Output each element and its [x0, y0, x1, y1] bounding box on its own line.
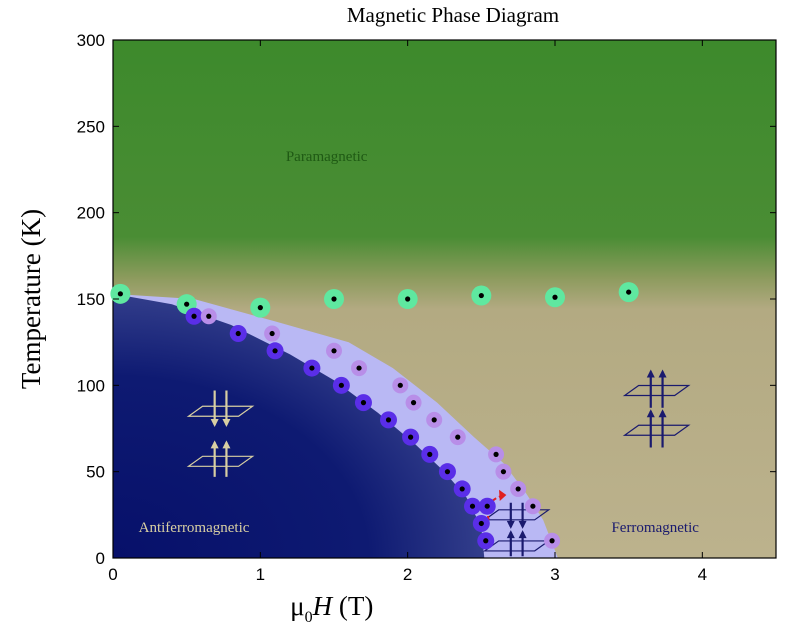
x-tick-label: 0 — [108, 565, 117, 584]
plot-area — [112, 39, 777, 559]
mixed_boundary-point-center — [269, 330, 275, 337]
curie-point-center — [626, 289, 632, 295]
paramagnetic-label: Paramagnetic — [286, 149, 368, 165]
x-tick-label: 3 — [550, 565, 559, 584]
spin-arrowhead-icon — [518, 530, 527, 539]
y-axis-label: Temperature (K) — [16, 209, 46, 389]
afm_boundary-point-center — [338, 382, 344, 388]
afm_boundary-point-center — [427, 451, 433, 457]
afm_boundary-point-center — [191, 313, 197, 319]
y-tick-label: 0 — [96, 549, 105, 568]
antiferromagnetic-label: Antiferromagnetic — [139, 520, 250, 536]
spin-arrowhead-icon — [222, 419, 231, 428]
x-tick-label: 1 — [256, 565, 265, 584]
mixed_boundary-point-center — [356, 365, 362, 371]
x-axis-label-prefix: μ — [290, 591, 304, 621]
curie-point-center — [117, 291, 123, 297]
afm_boundary-point-center — [444, 469, 451, 475]
spin-arrowhead-icon — [210, 440, 219, 449]
y-tick-label: 50 — [86, 463, 105, 482]
spin-plane-icon — [186, 455, 255, 467]
x-axis-label: μ0H (T) — [290, 591, 373, 626]
spin-plane-icon — [186, 405, 255, 417]
axis-ticks: 0 50 100 150 200 250 300 0 1 2 3 4 — [77, 31, 776, 584]
curie-point-center — [331, 296, 337, 302]
spin-arrowhead-icon — [210, 419, 219, 428]
mixed_boundary-point-center — [397, 382, 403, 388]
y-tick-label: 200 — [77, 204, 105, 223]
spin-plane-icon — [622, 424, 691, 436]
y-tick-label: 150 — [77, 290, 105, 309]
ferromagnetic-label: Ferromagnetic — [611, 520, 699, 536]
afm_boundary-point-center — [483, 538, 489, 544]
curie-point-center — [184, 301, 190, 307]
spin-arrowhead-icon — [646, 409, 655, 418]
afm_boundary-point-center — [469, 503, 476, 509]
chart-title: Magnetic Phase Diagram — [347, 3, 559, 27]
mixed_boundary-point-center — [410, 400, 417, 406]
spin-plane-icon — [622, 384, 691, 397]
afm_boundary-point-center — [478, 520, 484, 527]
x-tick-label: 2 — [403, 565, 412, 584]
x-axis-label-unit: (T) — [332, 591, 373, 621]
region-labels: Paramagnetic Antiferromagnetic Ferromagn… — [139, 149, 700, 536]
red-arrowhead-icon — [499, 489, 507, 502]
afm_boundary-point-center — [459, 486, 465, 492]
x-axis-label-subscript: 0 — [305, 609, 313, 626]
afm_boundary-point-center — [235, 330, 241, 337]
afm_boundary-point-center — [309, 365, 315, 371]
x-axis-label-variable: H — [312, 591, 334, 621]
afm_boundary-point-center — [484, 503, 490, 509]
y-tick-label: 100 — [77, 376, 105, 395]
data-points — [110, 282, 639, 550]
mixed_boundary-point-center — [206, 313, 212, 319]
y-tick-label: 250 — [77, 117, 105, 136]
mixed_boundary-point-center — [549, 538, 555, 544]
y-tick-label: 300 — [77, 31, 105, 50]
mixed_boundary-point-center — [431, 417, 437, 423]
mixed_boundary-point-center — [331, 348, 337, 354]
mixed_boundary-point-center — [455, 434, 461, 440]
afm_boundary-point-center — [360, 400, 367, 406]
antiferromagnetic-region — [113, 293, 485, 558]
spin-arrowhead-icon — [658, 409, 667, 418]
curie-point-center — [478, 292, 484, 299]
mixed_boundary-point-center — [515, 486, 521, 492]
curie-point-center — [552, 294, 558, 300]
spin-plane-icon — [482, 509, 551, 521]
spin-arrowhead-icon — [506, 530, 515, 539]
spin-arrowhead-icon — [646, 369, 655, 378]
spin-arrowhead-icon — [658, 369, 667, 378]
spin-arrowhead-icon — [222, 440, 231, 449]
afm_boundary-point-center — [272, 348, 278, 354]
spin-icons — [186, 369, 691, 557]
afm_boundary-point-center — [408, 434, 414, 440]
spin-arrowhead-icon — [506, 520, 515, 529]
mixed_boundary-point-center — [530, 503, 536, 509]
x-tick-label: 4 — [698, 565, 707, 584]
curie-point-center — [257, 305, 263, 311]
afm_boundary-point-center — [385, 417, 392, 423]
mixed_boundary-point-center — [493, 451, 499, 457]
curie-point-center — [405, 296, 411, 302]
mixed_boundary-point-center — [500, 469, 507, 475]
spin-arrowhead-icon — [518, 520, 527, 529]
